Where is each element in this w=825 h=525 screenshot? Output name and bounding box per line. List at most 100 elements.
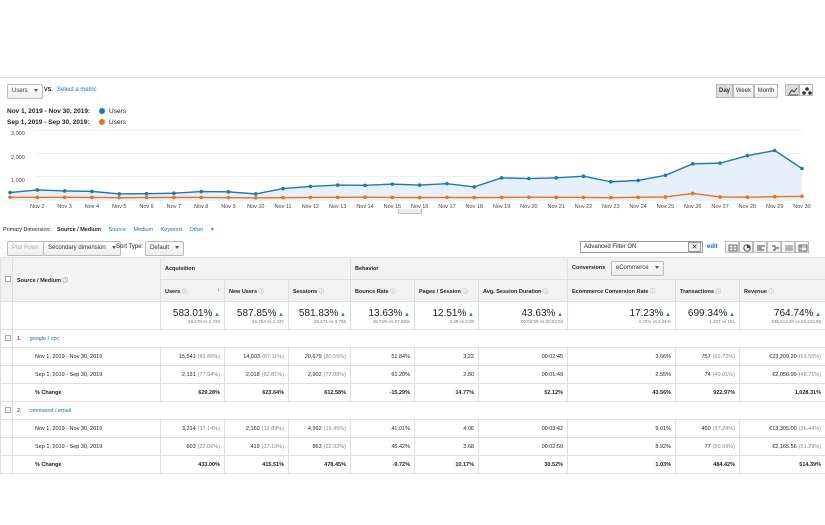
advanced-filter-input[interactable]: Advanced Filter ON [580,241,703,253]
data-point[interactable] [199,195,203,200]
data-point[interactable] [499,195,504,200]
data-point[interactable] [636,195,640,200]
help-icon[interactable]: ⓘ [713,288,721,295]
data-point[interactable] [499,176,504,180]
sort-arrow-icon[interactable]: ↓ [217,286,220,293]
data-point[interactable] [609,195,613,200]
column-header[interactable]: Revenue ⓘ [739,279,825,302]
data-point[interactable] [609,180,613,184]
pie-view-icon[interactable] [739,241,753,253]
close-icon[interactable]: ✕ [688,242,701,252]
data-point[interactable] [335,183,340,187]
data-point[interactable] [745,195,750,199]
data-point[interactable] [117,192,122,196]
data-point[interactable] [226,190,231,194]
help-icon[interactable]: ⓘ [257,288,265,295]
data-point[interactable] [527,195,531,199]
data-point[interactable] [172,191,176,196]
source-medium-link[interactable]: omnisend / email [29,407,72,414]
term-cloud-icon[interactable] [781,241,795,253]
help-icon[interactable]: ⓘ [460,288,468,295]
data-point[interactable] [745,153,750,158]
data-point[interactable] [772,194,777,199]
data-point[interactable] [90,195,94,200]
conversions-select[interactable]: eCommerce [610,261,664,276]
data-point[interactable] [62,189,67,193]
source-medium-link[interactable]: google / cpc [29,335,60,342]
data-point[interactable] [581,174,586,178]
help-icon[interactable]: ⓘ [388,288,396,295]
data-point[interactable] [472,195,477,200]
data-point[interactable] [363,195,367,199]
data-point[interactable] [390,195,395,200]
checkbox-icon[interactable] [5,335,11,342]
data-point[interactable] [390,182,395,186]
column-header[interactable]: Avg. Session Duration ⓘ [477,279,569,302]
granularity-month-button[interactable]: Month [754,84,778,98]
data-point[interactable] [445,195,449,200]
checkbox-icon[interactable] [5,407,11,414]
data-point[interactable] [144,195,149,200]
select-all-cell[interactable] [0,257,13,302]
help-icon[interactable]: ⓘ [766,288,774,295]
metric-select[interactable]: Users [7,84,43,99]
data-point[interactable] [690,162,695,166]
data-point[interactable] [363,183,367,188]
row-select-cell[interactable] [0,329,13,348]
data-point[interactable] [445,181,449,186]
granularity-week-button[interactable]: Week [733,84,754,98]
help-icon[interactable]: ⓘ [317,288,325,295]
dimension-option-source[interactable]: Source [108,227,126,233]
column-header[interactable]: Pages / Session ⓘ [414,279,479,302]
help-icon[interactable]: ⓘ [648,288,656,295]
pivot-view-icon[interactable] [795,241,809,253]
data-point[interactable] [253,192,258,196]
help-icon[interactable]: ⓘ [62,277,69,284]
data-point[interactable] [308,184,313,189]
table-view-icon[interactable] [725,241,739,253]
select-metric-link[interactable]: Select a metric [57,87,97,93]
data-point[interactable] [690,191,695,196]
row-select-cell[interactable] [0,401,13,420]
sort-type-select[interactable]: Default [145,241,185,256]
data-point[interactable] [581,195,586,200]
data-point[interactable] [772,148,777,153]
data-point[interactable] [281,186,285,191]
data-point[interactable] [718,195,722,199]
column-header[interactable]: Sessions ⓘ [288,279,351,302]
data-point[interactable] [172,195,176,200]
data-point[interactable] [35,188,40,192]
comparison-view-icon[interactable] [767,241,781,253]
column-header[interactable]: Transactions ⓘ [675,279,741,302]
data-point[interactable] [663,195,668,199]
granularity-day-button[interactable]: Day [716,84,733,98]
help-icon[interactable]: ⓘ [180,288,188,295]
performance-view-icon[interactable] [753,241,767,253]
chart-resize-handle[interactable] [398,209,422,214]
data-point[interactable] [35,195,40,200]
data-point[interactable] [800,194,804,199]
data-point[interactable] [226,195,231,200]
data-point[interactable] [718,161,722,165]
line-chart-icon[interactable] [785,84,799,96]
dimension-option-keyword[interactable]: Keyword [160,227,182,233]
data-point[interactable] [417,183,422,187]
secondary-dimension-select[interactable]: Secondary dimension [43,241,121,256]
dimension-option-other[interactable]: Other ▾ [189,227,214,233]
primary-dimension-active[interactable]: Source / Medium [56,227,101,233]
data-point[interactable] [253,195,258,200]
data-point[interactable] [663,173,668,178]
column-header[interactable]: Users ⓘ ↓ [160,279,225,302]
data-point[interactable] [308,195,313,200]
data-point[interactable] [554,176,559,180]
column-header[interactable]: New Users ⓘ [224,279,289,302]
column-header[interactable]: Ecommerce Conversion Rate ⓘ [567,279,677,302]
data-point[interactable] [800,166,804,171]
data-point[interactable] [335,195,340,200]
data-point[interactable] [62,195,67,200]
users-line-chart[interactable] [0,128,825,204]
data-point[interactable] [527,176,531,181]
data-point[interactable] [554,195,559,200]
plot-rows-button[interactable]: Plot Rows [7,241,45,256]
data-point[interactable] [90,189,94,194]
